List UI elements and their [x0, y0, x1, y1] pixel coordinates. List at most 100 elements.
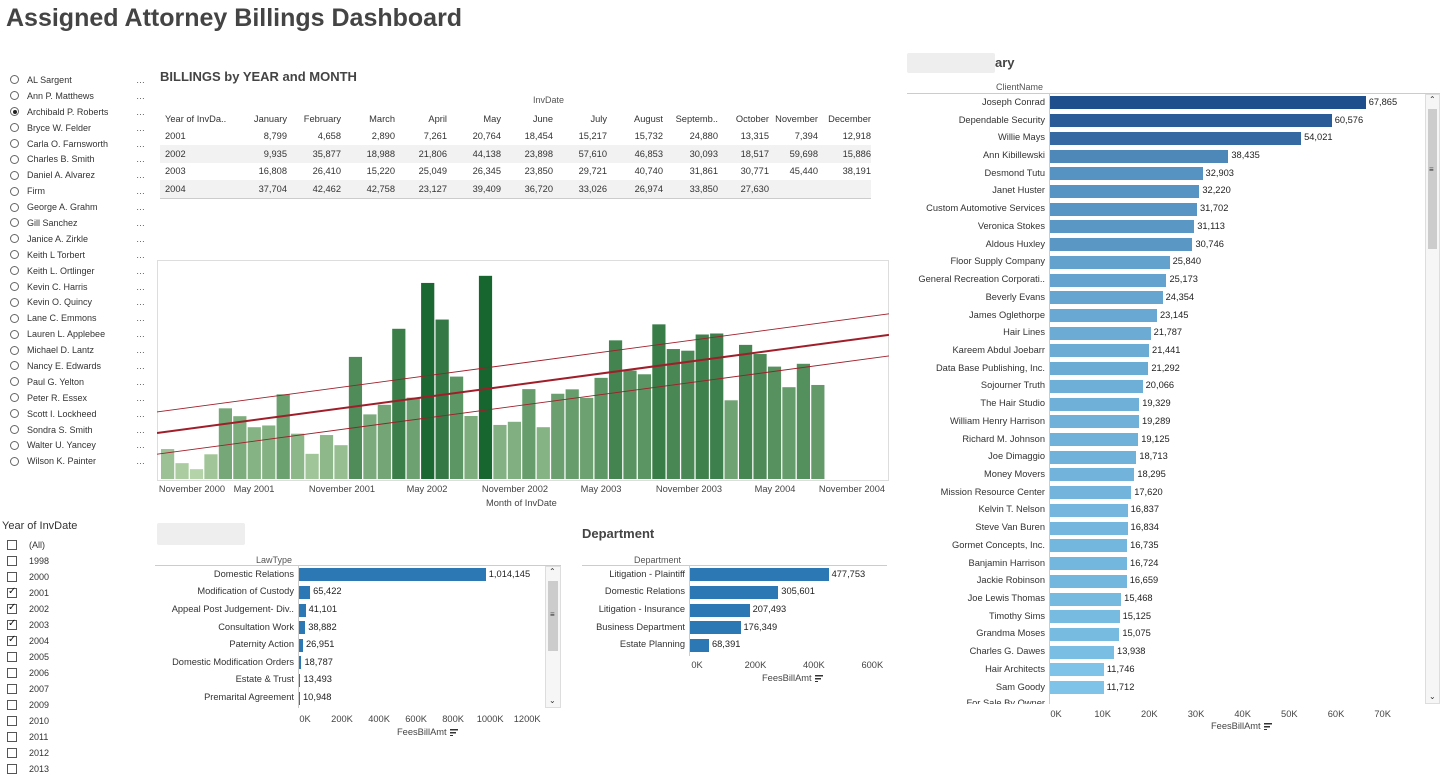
radio-button[interactable] — [10, 297, 19, 307]
month-bar[interactable] — [319, 435, 334, 479]
radio-button[interactable] — [10, 218, 19, 228]
bar[interactable] — [298, 568, 486, 582]
more-options-icon[interactable]: … — [136, 154, 145, 165]
attorney-option[interactable]: Bryce W. Felder… — [10, 120, 145, 136]
more-options-icon[interactable]: … — [136, 313, 145, 324]
checkbox[interactable] — [7, 732, 17, 742]
month-bar[interactable] — [435, 319, 449, 479]
checkbox[interactable] — [7, 764, 17, 774]
bar[interactable] — [1049, 574, 1127, 588]
checkbox[interactable] — [7, 684, 17, 694]
month-bar[interactable] — [522, 389, 536, 479]
scroll-up-icon[interactable]: ⌃ — [1429, 95, 1436, 104]
year-option[interactable]: 2001 — [7, 585, 49, 601]
attorney-option[interactable]: Scott I. Lockheed… — [10, 406, 145, 422]
lawtype-scroll-thumb[interactable] — [548, 581, 558, 651]
bar[interactable] — [298, 621, 306, 635]
year-option[interactable]: 2002 — [7, 601, 49, 617]
bar[interactable] — [1049, 379, 1143, 393]
year-option[interactable]: 2005 — [7, 649, 49, 665]
bar[interactable] — [1049, 415, 1139, 429]
more-options-icon[interactable]: … — [136, 217, 145, 228]
year-option[interactable]: 2007 — [7, 681, 49, 697]
sort-icon[interactable] — [1263, 723, 1272, 731]
month-bar[interactable] — [421, 282, 435, 479]
bar[interactable] — [298, 603, 306, 617]
more-options-icon[interactable]: … — [136, 138, 145, 149]
month-bar[interactable] — [637, 374, 652, 479]
bar[interactable] — [1049, 645, 1115, 659]
attorney-option[interactable]: Wilson K. Painter… — [10, 453, 145, 469]
more-options-icon[interactable]: … — [136, 440, 145, 451]
checkbox[interactable] — [7, 556, 17, 566]
year-option[interactable]: 2011 — [7, 729, 49, 745]
month-bar[interactable] — [536, 427, 550, 479]
attorney-option[interactable]: Keith L Torbert… — [10, 247, 145, 263]
attorney-option[interactable]: Gill Sanchez… — [10, 215, 145, 231]
attorney-option[interactable]: Sondra S. Smith… — [10, 422, 145, 438]
bar[interactable] — [1049, 663, 1104, 677]
radio-button[interactable] — [10, 440, 19, 450]
radio-button[interactable] — [10, 313, 19, 323]
attorney-option[interactable]: Kevin O. Quincy… — [10, 294, 145, 310]
month-bar[interactable] — [551, 393, 565, 479]
bar[interactable] — [1049, 362, 1149, 376]
bar[interactable] — [1049, 592, 1122, 606]
year-option[interactable]: 2000 — [7, 569, 49, 585]
bar[interactable] — [1049, 184, 1200, 198]
bar[interactable] — [689, 603, 750, 617]
year-option[interactable]: 2010 — [7, 713, 49, 729]
attorney-option[interactable]: Michael D. Lantz… — [10, 342, 145, 358]
radio-button[interactable] — [10, 107, 19, 117]
bar[interactable] — [1049, 344, 1150, 358]
year-option[interactable]: (All) — [7, 537, 49, 553]
more-options-icon[interactable]: … — [136, 249, 145, 260]
radio-button[interactable] — [10, 282, 19, 292]
radio-button[interactable] — [10, 123, 19, 133]
bar[interactable] — [1049, 167, 1203, 181]
checkbox[interactable] — [7, 634, 17, 646]
bar[interactable] — [1049, 202, 1197, 216]
more-options-icon[interactable]: … — [136, 170, 145, 181]
month-bar[interactable] — [406, 397, 420, 479]
month-bar[interactable] — [218, 408, 232, 479]
attorney-option[interactable]: Keith L. Ortlinger… — [10, 263, 145, 279]
month-bar[interactable] — [348, 356, 363, 479]
radio-button[interactable] — [10, 75, 19, 85]
more-options-icon[interactable]: … — [136, 345, 145, 356]
more-options-icon[interactable]: … — [136, 376, 145, 387]
more-options-icon[interactable]: … — [136, 360, 145, 371]
bar[interactable] — [1049, 149, 1229, 163]
month-bar[interactable] — [811, 384, 825, 479]
month-bar[interactable] — [623, 370, 637, 479]
attorney-option[interactable]: Peter R. Essex… — [10, 390, 145, 406]
attorney-option[interactable]: Charles B. Smith… — [10, 151, 145, 167]
month-bar[interactable] — [782, 387, 796, 479]
more-options-icon[interactable]: … — [136, 297, 145, 308]
month-bar[interactable] — [392, 328, 406, 479]
more-options-icon[interactable]: … — [136, 408, 145, 419]
bar[interactable] — [1049, 521, 1128, 535]
checkbox[interactable] — [7, 716, 17, 726]
bar[interactable] — [1049, 557, 1128, 571]
bar[interactable] — [298, 585, 311, 599]
checkbox[interactable] — [7, 540, 17, 550]
checkbox[interactable] — [7, 618, 17, 630]
radio-button[interactable] — [10, 456, 19, 466]
attorney-option[interactable]: George A. Grahm… — [10, 199, 145, 215]
radio-button[interactable] — [10, 250, 19, 260]
bar[interactable] — [1049, 681, 1104, 695]
bar[interactable] — [298, 673, 301, 687]
more-options-icon[interactable]: … — [136, 122, 145, 133]
bar[interactable] — [1049, 326, 1151, 340]
month-bar[interactable] — [695, 334, 709, 479]
lawtype-scrollbar[interactable]: ⌃ ⌄ ≡ — [545, 566, 561, 708]
more-options-icon[interactable]: … — [136, 281, 145, 292]
checkbox[interactable] — [7, 602, 17, 614]
month-bar[interactable] — [666, 349, 680, 479]
attorney-option[interactable]: Daniel A. Alvarez… — [10, 167, 145, 183]
month-bar[interactable] — [305, 453, 319, 479]
radio-button[interactable] — [10, 345, 19, 355]
month-bar[interactable] — [464, 415, 478, 479]
bar[interactable] — [1049, 627, 1120, 641]
